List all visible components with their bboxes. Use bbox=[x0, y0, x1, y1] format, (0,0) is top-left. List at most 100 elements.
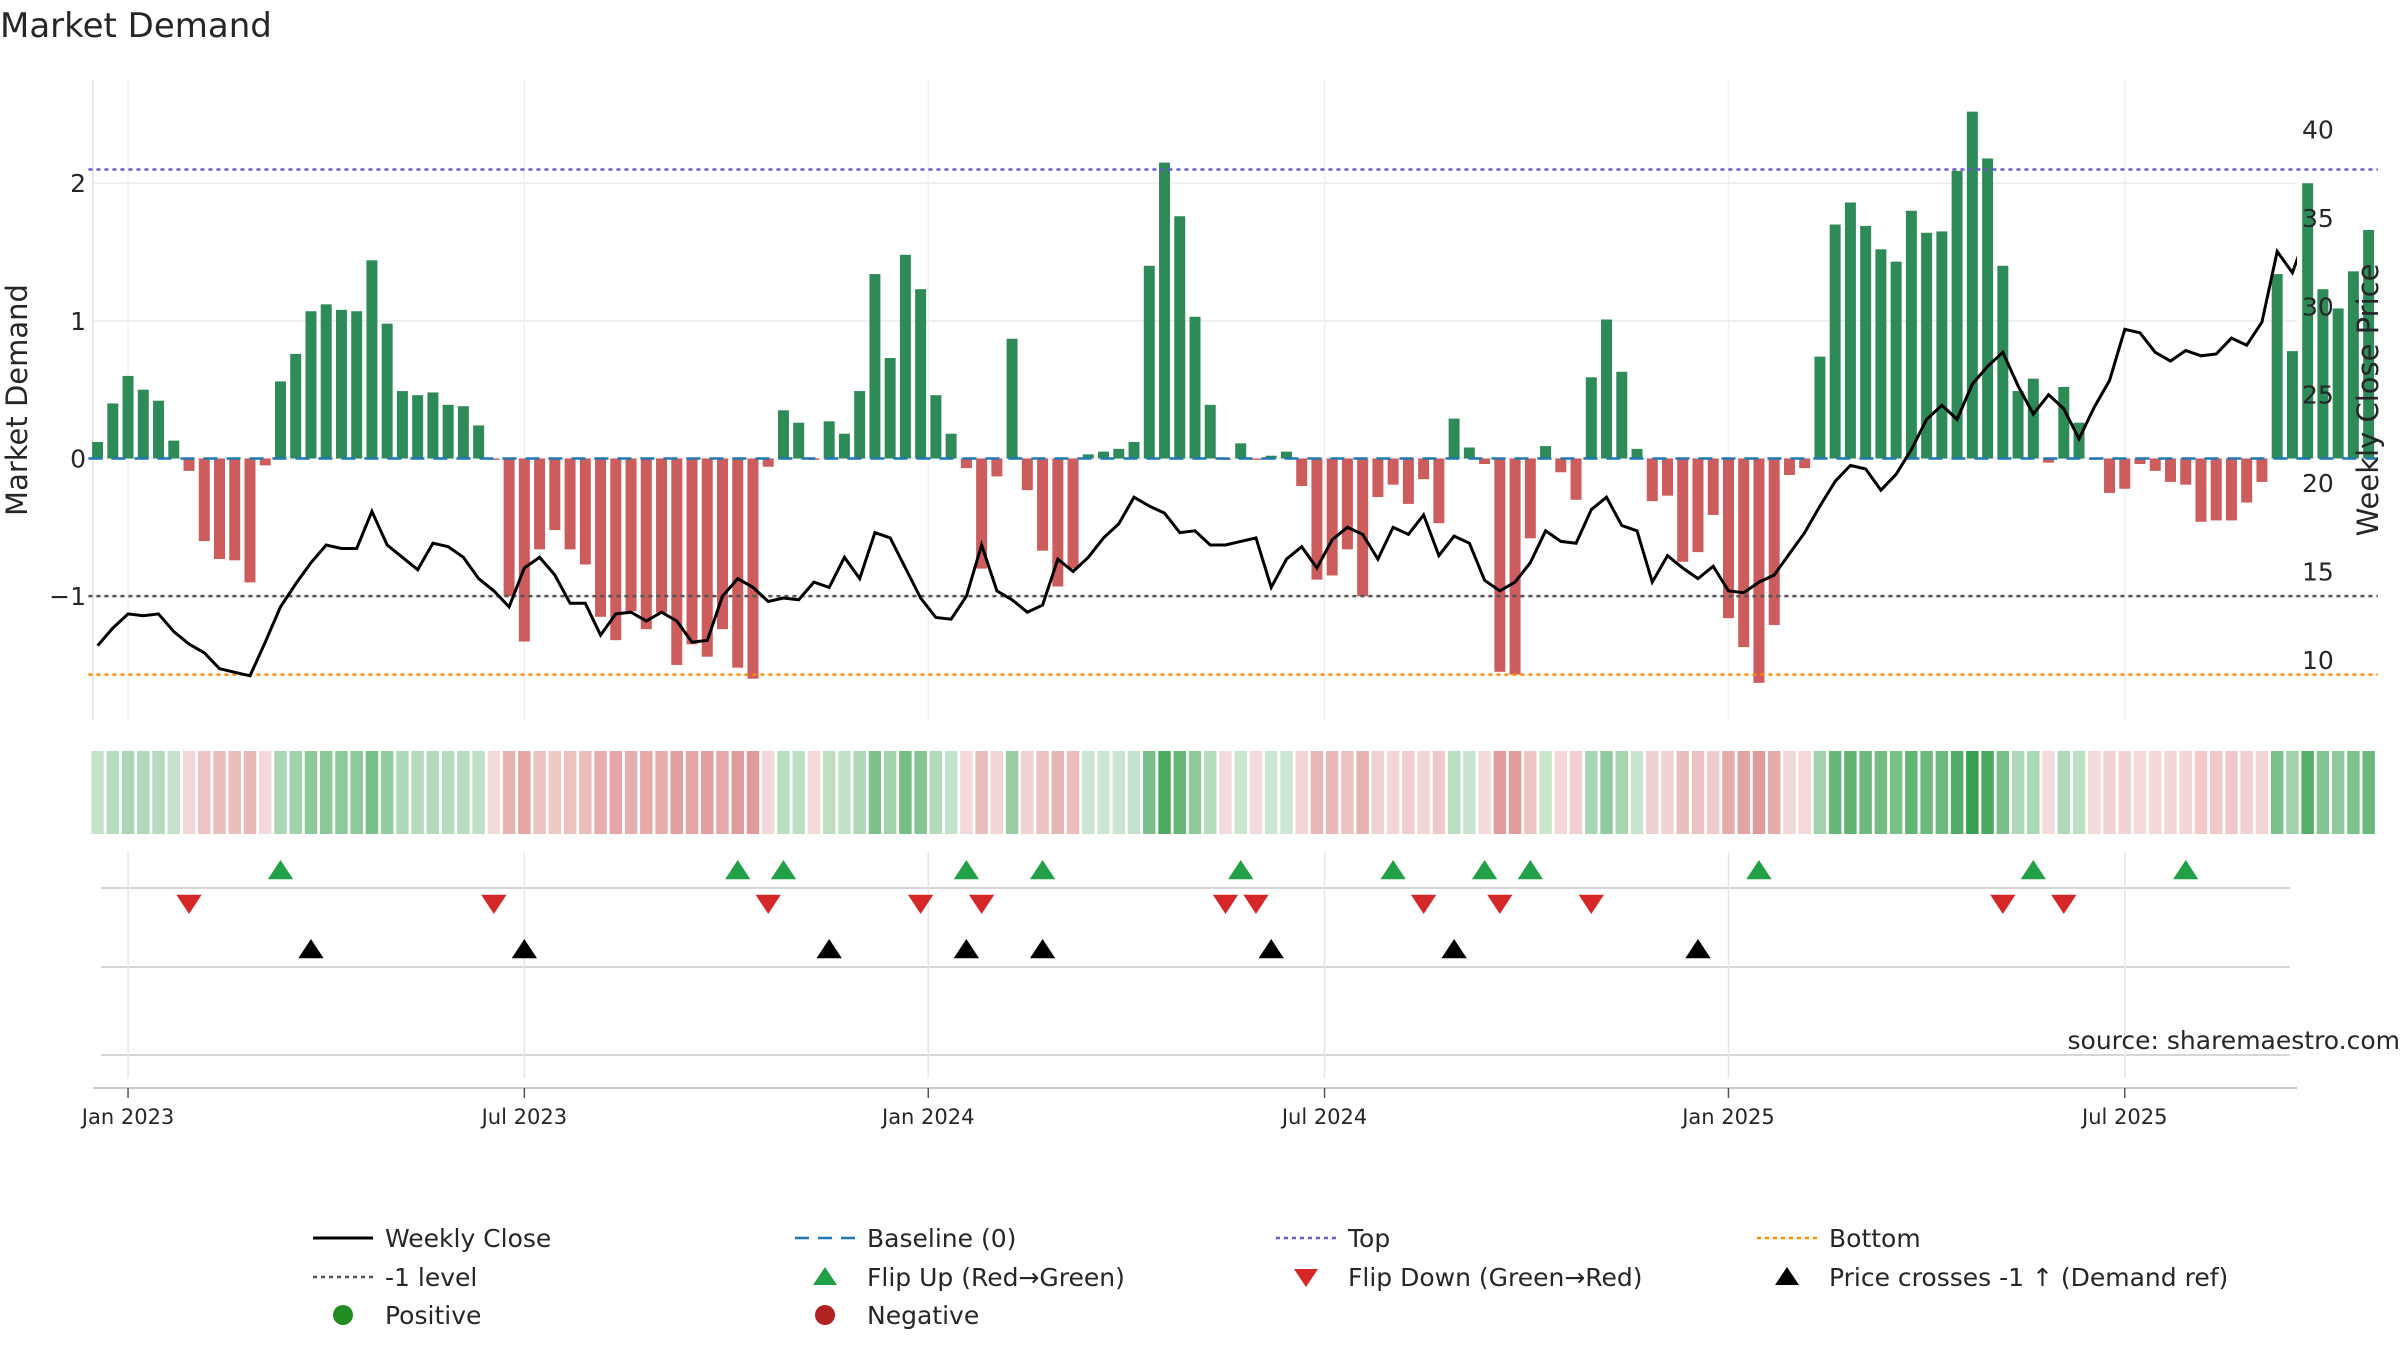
strip-cell-119 bbox=[1905, 751, 1918, 834]
demand-bar-62 bbox=[1037, 458, 1049, 551]
demand-bar-91 bbox=[1479, 458, 1491, 464]
x-tick-label-0: Jan 2023 bbox=[80, 1105, 175, 1129]
demand-bar-54 bbox=[915, 289, 927, 459]
strip-cell-66 bbox=[1097, 751, 1110, 834]
demand-bar-134 bbox=[2134, 458, 2146, 464]
demand-bar-143 bbox=[2271, 274, 2283, 459]
strip-cell-1 bbox=[106, 751, 120, 834]
demand-bar-111 bbox=[1783, 458, 1795, 476]
demand-bar-82 bbox=[1341, 458, 1353, 550]
demand-bar-135 bbox=[2149, 458, 2161, 471]
demand-bar-126 bbox=[2012, 391, 2024, 459]
strip-cell-105 bbox=[1691, 751, 1705, 834]
demand-bar-118 bbox=[1890, 261, 1902, 459]
demand-bar-7 bbox=[198, 458, 210, 542]
demand-bar-133 bbox=[2119, 458, 2131, 489]
demand-bar-142 bbox=[2256, 458, 2268, 482]
demand-bar-94 bbox=[1524, 458, 1536, 539]
demand-bar-148 bbox=[2347, 271, 2359, 459]
flip-down-marker-1 bbox=[481, 894, 507, 914]
y-tick-label-0: 2 bbox=[70, 169, 86, 198]
demand-bar-83 bbox=[1357, 458, 1369, 597]
demand-bar-95 bbox=[1540, 446, 1552, 459]
strip-cell-73 bbox=[1204, 751, 1217, 834]
flip-down-marker-11 bbox=[2051, 894, 2077, 914]
strip-cell-143 bbox=[2270, 751, 2284, 834]
strip-cell-5 bbox=[167, 751, 181, 834]
strip-cell-149 bbox=[2362, 751, 2375, 834]
demand-bar-116 bbox=[1860, 225, 1872, 459]
strip-cell-90 bbox=[1463, 751, 1476, 834]
flip-down-marker-8 bbox=[1487, 894, 1513, 914]
strip-cell-69 bbox=[1143, 751, 1156, 834]
strip-cell-146 bbox=[2316, 751, 2330, 834]
strip-cell-22 bbox=[426, 751, 440, 834]
strip-cell-101 bbox=[1630, 751, 1644, 834]
demand-bar-69 bbox=[1143, 265, 1155, 459]
y2-tick-label-5: 35 bbox=[2302, 204, 2334, 233]
price-cross-marker-1 bbox=[511, 939, 537, 959]
strip-cell-61 bbox=[1021, 751, 1034, 834]
demand-bar-44 bbox=[762, 458, 774, 467]
demand-bar-15 bbox=[320, 304, 332, 459]
legend-item-positive: Positive bbox=[333, 1301, 481, 1330]
y2-tick-label-6: 40 bbox=[2302, 116, 2334, 145]
demand-bar-145 bbox=[2302, 183, 2314, 459]
demand-bar-87 bbox=[1418, 458, 1430, 480]
demand-bar-144 bbox=[2286, 351, 2298, 459]
demand-bar-102 bbox=[1646, 458, 1658, 502]
strip-cell-59 bbox=[990, 751, 1004, 834]
y-tick-label-3: −1 bbox=[49, 582, 86, 611]
strip-cell-53 bbox=[899, 751, 912, 834]
strip-cell-47 bbox=[807, 751, 821, 834]
strip-cell-12 bbox=[274, 751, 287, 834]
legend-label-price_cross: Price crosses -1 ↑ (Demand ref) bbox=[1829, 1263, 2228, 1292]
strip-cell-36 bbox=[640, 751, 653, 834]
strip-cell-82 bbox=[1341, 751, 1354, 834]
strip-cell-19 bbox=[380, 751, 394, 834]
demand-bar-112 bbox=[1799, 458, 1811, 469]
strip-cell-84 bbox=[1371, 751, 1385, 834]
demand-bar-117 bbox=[1875, 249, 1887, 459]
demand-bar-80 bbox=[1311, 458, 1323, 580]
strip-cell-71 bbox=[1173, 751, 1186, 834]
demand-bar-30 bbox=[549, 458, 561, 531]
demand-bar-120 bbox=[1921, 232, 1933, 459]
x-tick-label-4: Jan 2025 bbox=[1680, 1105, 1775, 1129]
strip-cell-88 bbox=[1432, 751, 1446, 834]
flip-up-marker-11 bbox=[2173, 860, 2199, 880]
demand-bar-97 bbox=[1570, 458, 1582, 500]
demand-bar-76 bbox=[1250, 458, 1262, 460]
strip-cell-109 bbox=[1752, 751, 1766, 834]
flip-up-marker-7 bbox=[1471, 860, 1498, 880]
strip-cell-139 bbox=[2209, 751, 2223, 834]
strip-cell-13 bbox=[289, 751, 302, 834]
strip-cell-37 bbox=[655, 751, 668, 834]
demand-bar-128 bbox=[2043, 458, 2055, 463]
strip-cell-123 bbox=[1966, 751, 1979, 834]
strip-cell-120 bbox=[1920, 751, 1933, 834]
demand-bar-92 bbox=[1494, 458, 1506, 672]
demand-bar-137 bbox=[2180, 458, 2192, 485]
strip-cell-114 bbox=[1828, 751, 1842, 834]
strip-cell-116 bbox=[1859, 751, 1872, 834]
price-cross-marker-6 bbox=[1441, 939, 1467, 959]
strip-cell-30 bbox=[548, 751, 562, 834]
demand-bar-27 bbox=[503, 458, 515, 597]
demand-bar-25 bbox=[473, 425, 485, 459]
demand-bar-132 bbox=[2104, 458, 2116, 493]
strip-cell-112 bbox=[1798, 751, 1811, 834]
demand-bar-98 bbox=[1585, 377, 1597, 459]
strip-cell-87 bbox=[1417, 751, 1430, 834]
strip-cell-9 bbox=[228, 751, 241, 834]
demand-bar-10 bbox=[244, 458, 256, 583]
demand-bar-71 bbox=[1174, 216, 1186, 459]
strip-cell-33 bbox=[594, 751, 607, 834]
demand-heat-strip bbox=[91, 751, 2375, 834]
strip-cell-56 bbox=[944, 751, 958, 834]
flip-down-marker-2 bbox=[755, 894, 781, 914]
flip-up-marker-0 bbox=[267, 860, 294, 880]
strip-cell-29 bbox=[533, 751, 546, 834]
demand-bar-28 bbox=[518, 458, 530, 642]
